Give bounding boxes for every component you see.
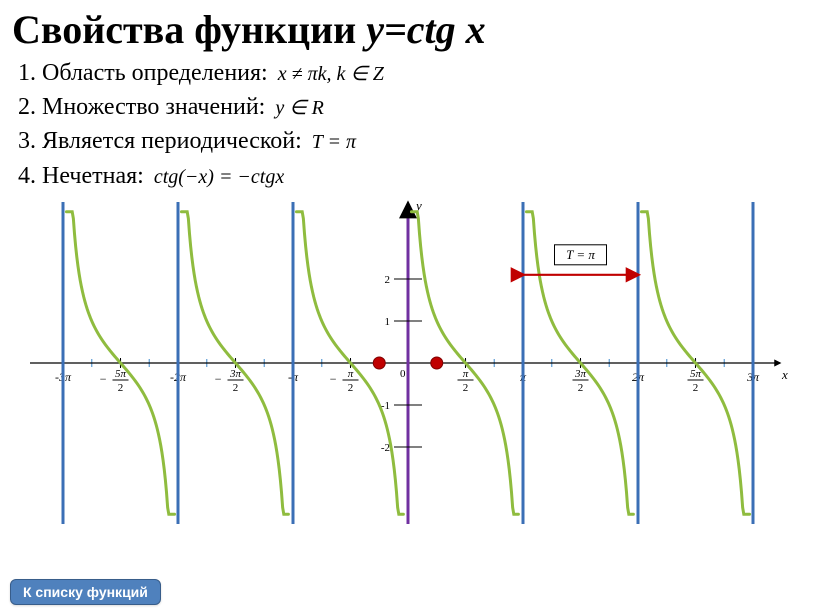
svg-text:−: − (330, 372, 337, 386)
prop-math: ctg(−x) = −ctgx (154, 166, 284, 188)
svg-text:T = π: T = π (566, 247, 595, 262)
cotangent-chart: xy-2-1120-3π5π2−-2π3π2−-ππ2−π2π3π22π5π23… (28, 198, 788, 528)
svg-text:π: π (463, 368, 469, 380)
svg-text:2: 2 (463, 382, 469, 394)
svg-text:0: 0 (400, 368, 406, 380)
properties-list: Область определения: x ≠ πk, k ∈ Z Множе… (12, 58, 804, 192)
prop-label: Является периодической: (42, 128, 302, 154)
prop-odd: Нечетная: ctg(−x) = −ctgx (42, 161, 804, 192)
svg-text:1: 1 (385, 316, 391, 328)
back-to-list-button[interactable]: К списку функций (10, 579, 161, 605)
svg-text:2: 2 (233, 382, 239, 394)
svg-text:2: 2 (348, 382, 354, 394)
svg-text:-2: -2 (381, 442, 390, 454)
svg-text:2: 2 (693, 382, 699, 394)
svg-text:−: − (215, 372, 222, 386)
prop-label: Множество значений: (42, 94, 265, 120)
prop-range: Множество значений: y ∈ R (42, 92, 804, 123)
prop-domain: Область определения: x ≠ πk, k ∈ Z (42, 58, 804, 89)
prop-math: y ∈ R (275, 97, 324, 119)
svg-text:π: π (348, 368, 354, 380)
title-fn: y=ctg x (366, 7, 485, 52)
prop-period: Является периодической: T = π (42, 126, 804, 157)
svg-text:x: x (781, 367, 788, 382)
button-label: К списку функций (23, 584, 148, 600)
chart-container: xy-2-1120-3π5π2−-2π3π2−-ππ2−π2π3π22π5π23… (12, 198, 804, 528)
svg-text:−: − (100, 372, 107, 386)
svg-text:2: 2 (118, 382, 124, 394)
prop-math: x ≠ πk, k ∈ Z (278, 63, 384, 85)
prop-label: Нечетная: (42, 163, 144, 189)
svg-text:2: 2 (385, 274, 391, 286)
svg-text:2: 2 (578, 382, 584, 394)
page-title: Свойства функции y=ctg x (12, 8, 804, 52)
prop-label: Область определения: (42, 60, 268, 86)
prop-math: T = π (312, 131, 356, 153)
title-prefix: Свойства функции (12, 7, 366, 52)
